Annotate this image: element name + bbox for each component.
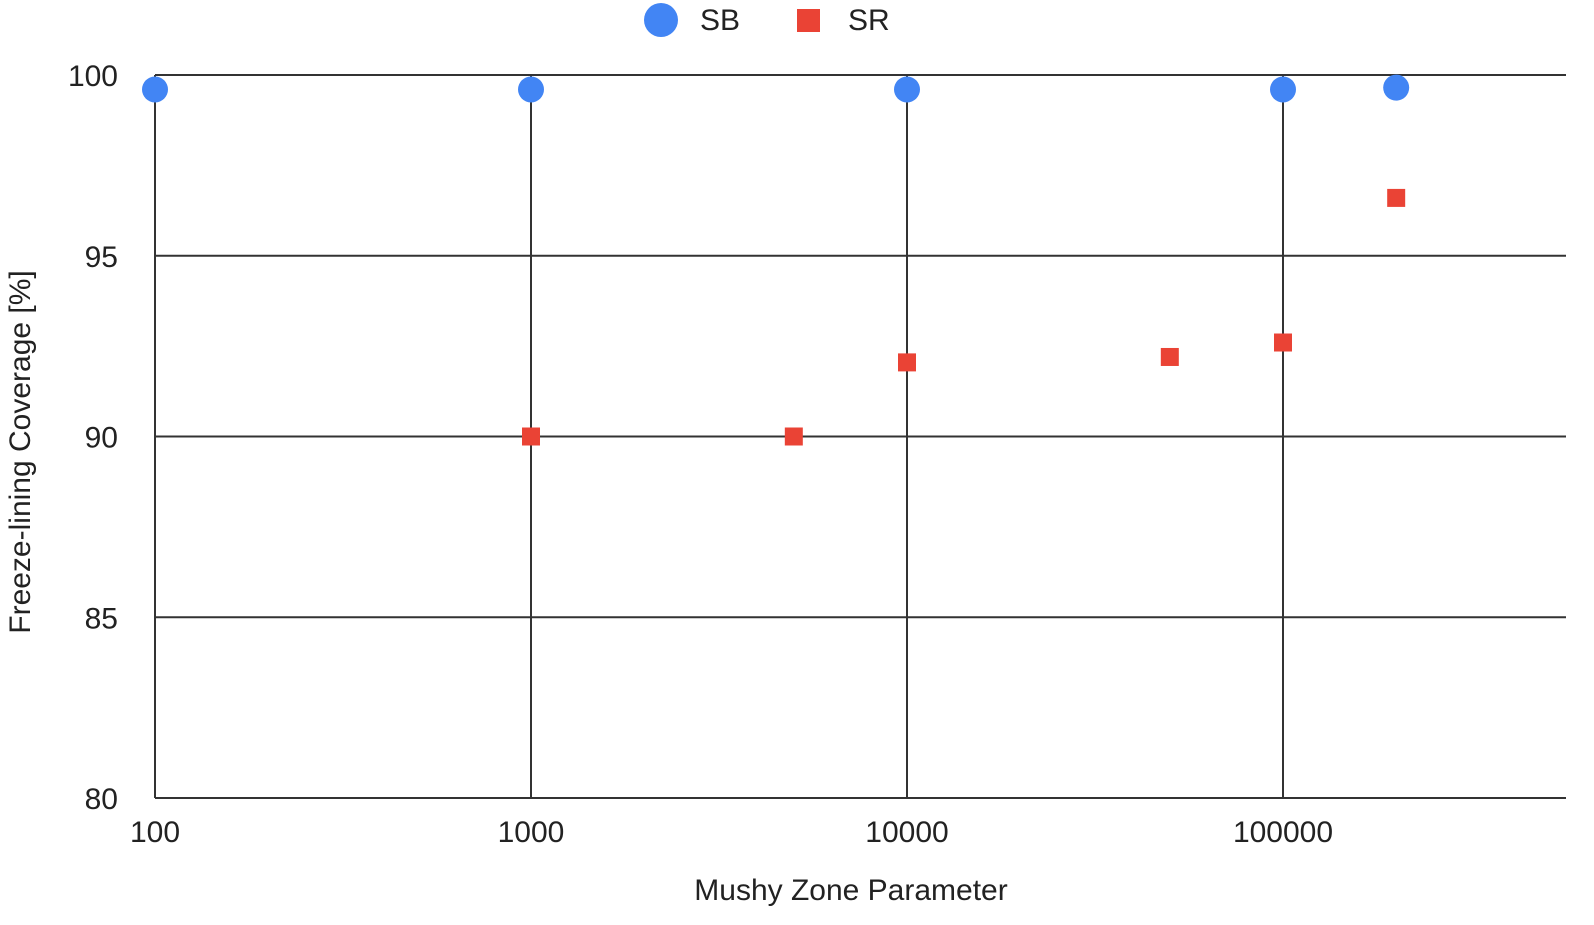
- legend-marker-sb: [644, 3, 678, 37]
- x-axis-tick-labels: 100 1000 10000 100000: [130, 816, 1333, 849]
- legend-label-sb: SB: [700, 4, 740, 37]
- point-sb-2: [894, 76, 920, 103]
- point-sb-0: [142, 76, 168, 103]
- x-tick-label-100: 100: [130, 816, 180, 849]
- point-sb-1: [518, 76, 544, 103]
- legend-marker-sr: [797, 9, 820, 32]
- x-tick-label-100000: 100000: [1233, 816, 1333, 849]
- point-sr-4: [1274, 333, 1292, 352]
- data-points: [142, 74, 1410, 446]
- x-tick-label-10000: 10000: [865, 816, 948, 849]
- point-sr-5: [1387, 188, 1406, 207]
- point-sb-4: [1383, 74, 1410, 101]
- point-sr-0: [522, 427, 540, 446]
- y-axis-title: Freeze-lining Coverage [%]: [4, 270, 37, 634]
- y-tick-label-90: 90: [85, 422, 118, 455]
- x-tick-label-1000: 1000: [498, 816, 565, 849]
- point-sr-1: [784, 427, 803, 446]
- y-tick-label-85: 85: [85, 602, 118, 635]
- y-axis-tick-labels: 80 85 90 95 100: [68, 60, 118, 816]
- horizontal-gridlines: [155, 74, 1566, 799]
- y-tick-label-100: 100: [68, 60, 118, 93]
- point-sr-2: [898, 353, 916, 372]
- y-tick-label-80: 80: [85, 783, 118, 816]
- legend-label-sr: SR: [848, 4, 890, 37]
- legend: SB SR: [644, 3, 890, 37]
- point-sb-3: [1270, 76, 1296, 103]
- y-tick-label-95: 95: [85, 241, 118, 274]
- x-axis-title: Mushy Zone Parameter: [694, 874, 1007, 907]
- point-sr-3: [1160, 347, 1179, 366]
